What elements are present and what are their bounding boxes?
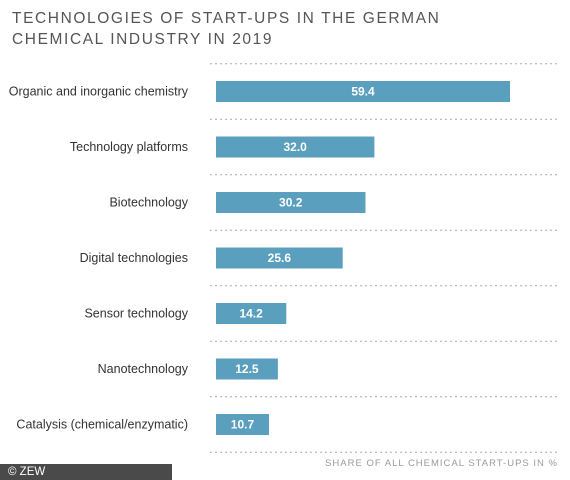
category-label: Digital technologies — [80, 251, 188, 265]
category-label: Technology platforms — [70, 140, 188, 154]
bar — [216, 192, 366, 213]
bar-value-label: 30.2 — [279, 196, 303, 210]
bar — [216, 414, 269, 435]
bar — [216, 303, 287, 324]
bar — [216, 81, 510, 102]
category-label: Catalysis (chemical/enzymatic) — [16, 418, 188, 432]
chart-title-line-2: CHEMICAL INDUSTRY IN 2019 — [12, 31, 274, 48]
bar-value-label: 10.7 — [231, 418, 255, 432]
bar-value-label: 12.5 — [235, 362, 259, 376]
bar — [216, 358, 278, 380]
bar-value-label: 59.4 — [351, 85, 375, 99]
bar — [216, 136, 375, 158]
chart-title: TECHNOLOGIES OF START-UPS IN THE GERMAN … — [12, 8, 532, 50]
category-label: Nanotechnology — [98, 362, 189, 376]
bar-value-label: 25.6 — [268, 251, 292, 265]
category-label: Biotechnology — [109, 196, 188, 210]
bar-value-label: 14.2 — [239, 307, 263, 321]
bar-chart: Organic and inorganic chemistry 59.4 Techn… — [9, 63, 560, 453]
copyright-footer: © ZEW — [0, 464, 172, 480]
category-label: Organic and inorganic chemistry — [9, 85, 189, 99]
chart-title-line-1: TECHNOLOGIES OF START-UPS IN THE GERMAN — [12, 10, 441, 27]
category-label: Sensor technology — [84, 307, 188, 321]
bar — [216, 247, 343, 269]
bar-value-label: 32.0 — [284, 140, 308, 154]
x-axis-label: SHARE OF ALL CHEMICAL START-UPS IN % — [325, 458, 558, 469]
